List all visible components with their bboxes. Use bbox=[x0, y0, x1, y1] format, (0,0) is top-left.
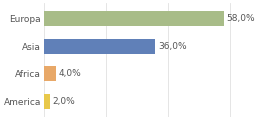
Bar bbox=[44, 66, 56, 81]
Bar bbox=[44, 94, 50, 109]
Text: 4,0%: 4,0% bbox=[59, 69, 81, 78]
Text: 2,0%: 2,0% bbox=[52, 97, 75, 106]
Bar bbox=[44, 11, 224, 26]
Bar bbox=[44, 39, 155, 54]
Text: 58,0%: 58,0% bbox=[226, 14, 255, 23]
Text: 36,0%: 36,0% bbox=[158, 42, 186, 51]
